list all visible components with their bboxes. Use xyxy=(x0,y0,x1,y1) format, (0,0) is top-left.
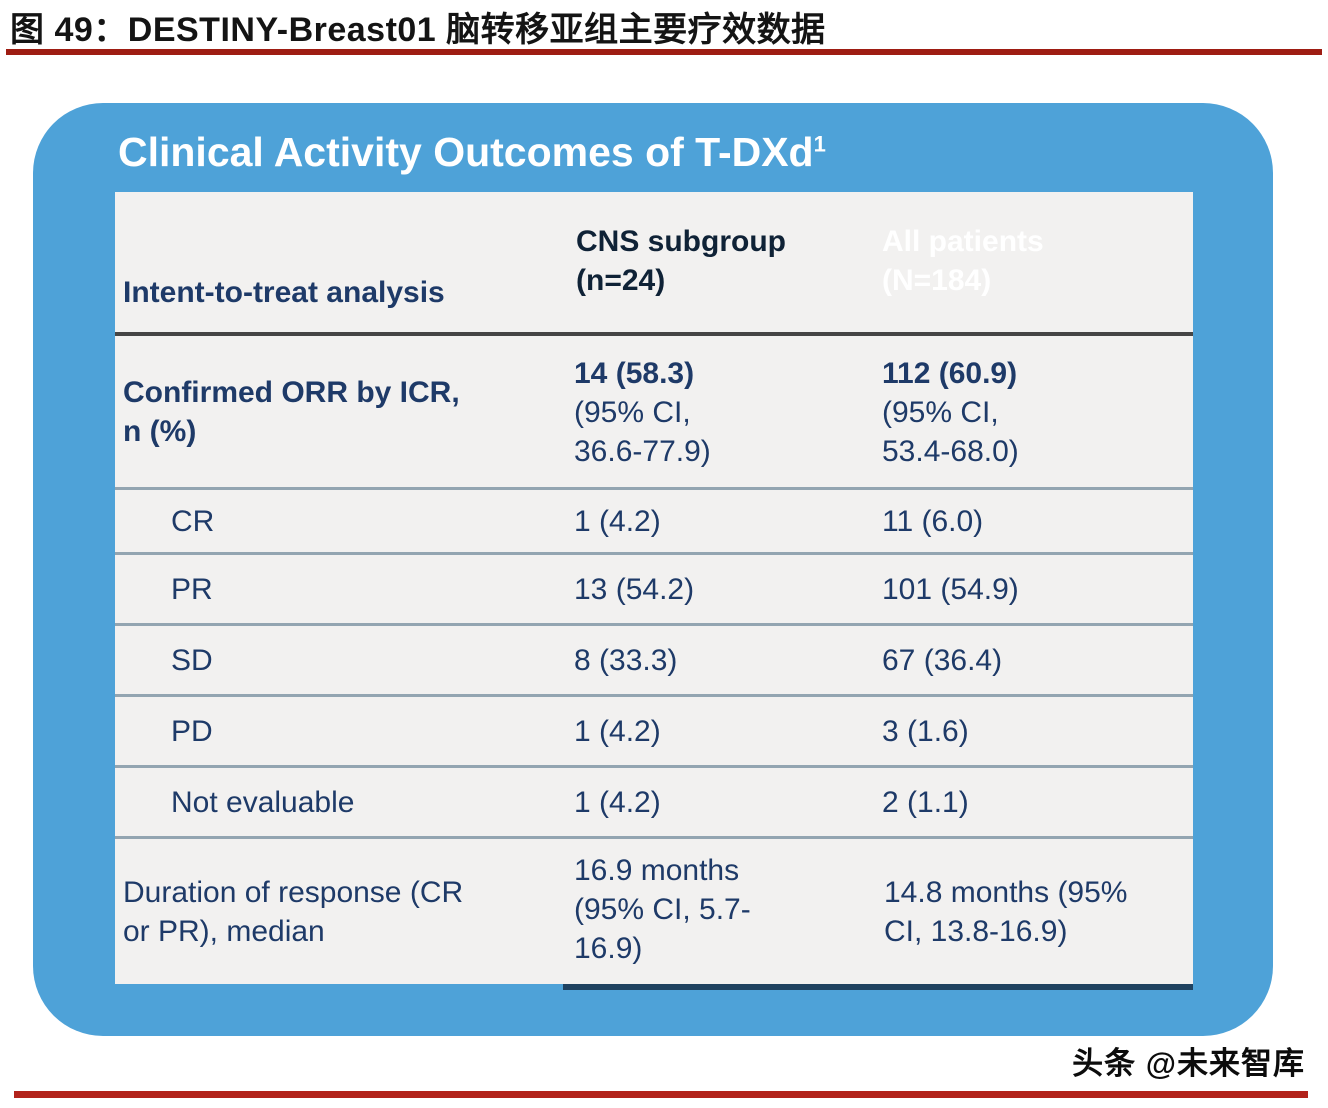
cell-cns-cr: 1 (4.2) xyxy=(562,487,870,552)
row-label-pr: PR xyxy=(115,552,562,623)
cell-cns-pr: 13 (54.2) xyxy=(562,552,870,623)
slide-card: Clinical Activity Outcomes of T-DXd1 Int… xyxy=(33,103,1273,1036)
cell-all-sd: 67 (36.4) xyxy=(870,623,1193,694)
row-label-pd: PD xyxy=(115,694,562,765)
cell-all-pr: 101 (54.9) xyxy=(870,552,1193,623)
cell-all-pd: 3 (1.6) xyxy=(870,694,1193,765)
outcomes-table: Intent-to-treat analysis CNS subgroup (n… xyxy=(115,192,1193,984)
column-header-analysis: Intent-to-treat analysis xyxy=(115,192,562,332)
cell-cns-pd: 1 (4.2) xyxy=(562,694,870,765)
row-label-duration-of-response: Duration of response (CR or PR), median xyxy=(115,836,562,984)
row-label-cr: CR xyxy=(115,487,562,552)
card-title-text: Clinical Activity Outcomes of T-DXd xyxy=(118,129,814,175)
cell-cns-sd: 8 (33.3) xyxy=(562,623,870,694)
column-header-all-patients: All patients (N=184) xyxy=(870,192,1193,332)
watermark: 头条 @未来智库 xyxy=(1072,1046,1305,1081)
figure-caption: 图 49：DESTINY-Breast01 脑转移亚组主要疗效数据 xyxy=(10,11,826,49)
cns-orr-confidence-interval: (95% CI, 36.6-77.9) xyxy=(574,396,711,468)
all-orr-value: 112 (60.9) xyxy=(882,357,1018,390)
cell-all-duration: 14.8 months (95% CI, 13.8-16.9) xyxy=(870,836,1193,984)
cns-orr-value: 14 (58.3) xyxy=(574,357,695,390)
row-label-confirmed-orr: Confirmed ORR by ICR, n (%) xyxy=(115,332,562,487)
cell-all-confirmed-orr: 112 (60.9) (95% CI, 53.4-68.0) xyxy=(870,332,1193,487)
caption-underline-rule xyxy=(6,49,1322,55)
all-orr-confidence-interval: (95% CI, 53.4-68.0) xyxy=(882,396,1019,468)
column-header-cns-subgroup: CNS subgroup (n=24) xyxy=(562,192,870,332)
cell-all-cr: 11 (6.0) xyxy=(870,487,1193,552)
row-label-sd: SD xyxy=(115,623,562,694)
card-title-footnote-marker: 1 xyxy=(813,131,826,157)
cell-cns-duration: 16.9 months (95% CI, 5.7- 16.9) xyxy=(562,836,870,984)
table-bottom-border xyxy=(563,984,1193,990)
row-label-not-evaluable: Not evaluable xyxy=(115,765,562,836)
card-title: Clinical Activity Outcomes of T-DXd1 xyxy=(118,129,826,176)
cell-cns-not-evaluable: 1 (4.2) xyxy=(562,765,870,836)
cell-cns-confirmed-orr: 14 (58.3) (95% CI, 36.6-77.9) xyxy=(562,332,870,487)
cell-all-not-evaluable: 2 (1.1) xyxy=(870,765,1193,836)
bottom-page-rule xyxy=(14,1091,1308,1098)
